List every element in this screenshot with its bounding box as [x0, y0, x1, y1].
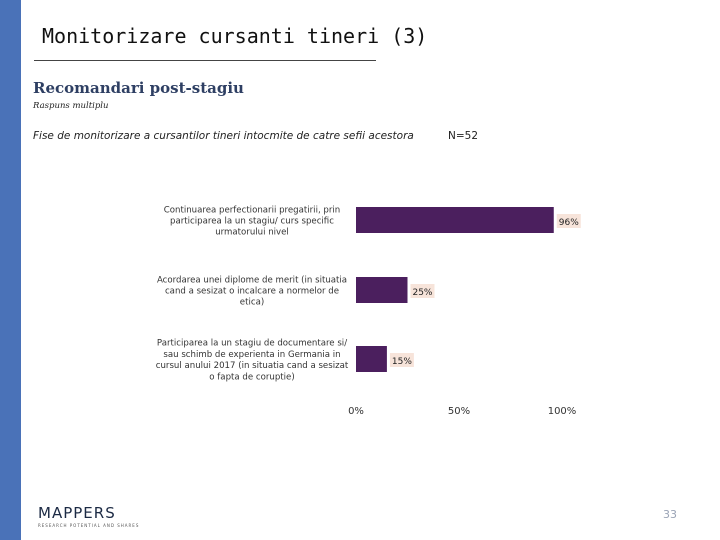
value-label-3: 15%	[392, 357, 412, 367]
side-accent-bar	[0, 0, 21, 540]
response-note: Raspuns multiplu	[33, 101, 109, 111]
x-tick-label-1: 0%	[348, 406, 364, 417]
sample-size: N=52	[448, 130, 479, 142]
slide-subtitle: Recomandari post-stagiu	[33, 79, 244, 97]
category-label-3-line-4: o fapta de coruptie)	[209, 372, 294, 382]
mappers-logo: MAPPERS RESEARCH POTENTIAL AND SHARES	[38, 504, 140, 529]
category-label-3-line-3: cursul anului 2017 (in situatia cand a s…	[156, 361, 349, 371]
title-underline	[34, 60, 376, 61]
logo-wordmark: MAPPERS	[38, 504, 116, 522]
category-label-2-line-2: cand a sesizat o incalcare a normelor de	[165, 287, 339, 297]
value-label-bg-1	[556, 214, 581, 228]
x-tick-label-2: 50%	[448, 406, 470, 417]
chart-question: Fise de monitorizare a cursantilor tiner…	[33, 130, 414, 142]
category-label-3-line-1: Participarea la un stagiu de documentare…	[157, 339, 347, 349]
category-label-3-line-2: sau schimb de experienta in Germania in	[163, 350, 340, 360]
value-label-bg-2	[410, 284, 435, 298]
category-label-1-line-1: Continuarea perfectionarii pregatirii, p…	[164, 205, 341, 215]
logo-tagline: RESEARCH POTENTIAL AND SHARES	[38, 523, 140, 528]
bar-3	[356, 346, 387, 372]
bar-1	[356, 207, 554, 233]
value-label-2: 25%	[412, 288, 432, 298]
category-label-2-line-1: Acordarea unei diplome de merit (in situ…	[157, 275, 347, 285]
bar-2	[356, 277, 408, 303]
page-number: 33	[663, 508, 677, 521]
slide-title: Monitorizare cursanti tineri (3)	[42, 24, 428, 48]
category-label-1-line-2: participarea la un stagiu/ curs specific	[170, 217, 334, 227]
value-label-bg-3	[389, 353, 414, 367]
category-label-2-line-3: etica)	[240, 298, 264, 308]
x-tick-label-3: 100%	[548, 406, 577, 417]
category-label-1-line-3: urmatorului nivel	[215, 228, 289, 238]
value-label-1: 96%	[559, 218, 579, 228]
